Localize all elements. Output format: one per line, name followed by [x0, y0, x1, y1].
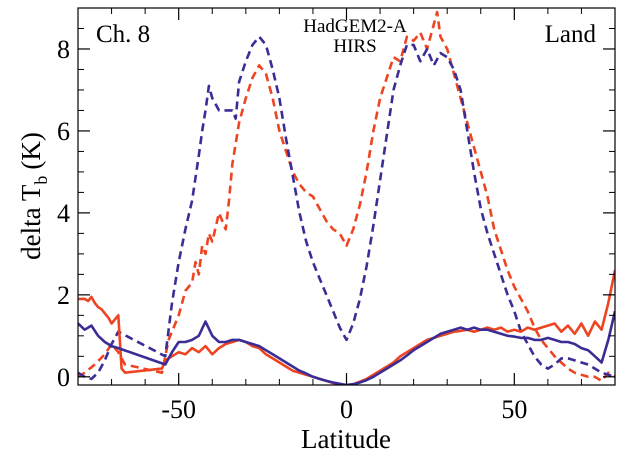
annotation-channel: Ch. 8	[96, 21, 150, 48]
legend-entry-hadgem2-a: HadGEM2-A	[303, 16, 407, 37]
tick-layer: -50 0 50 0 2 4 6 8	[57, 8, 616, 424]
y-axis-label-subscript: b	[31, 176, 51, 185]
y-axis-label-main: delta T	[16, 184, 46, 260]
y-tick-label: 2	[57, 281, 70, 310]
y-axis-label: delta Tb (K)	[16, 132, 51, 260]
legend-entry-hirs: HIRS	[333, 36, 376, 57]
hirs-dashed-line	[78, 35, 615, 381]
hadgem2-a-dashed-line	[78, 10, 615, 383]
x-tick-label: 50	[501, 395, 527, 424]
series-solid-line	[78, 270, 615, 385]
y-tick-label: 8	[57, 35, 70, 64]
x-tick-label: 0	[340, 395, 353, 424]
annotation-surface: Land	[545, 21, 597, 48]
y-tick-label: 6	[57, 117, 70, 146]
x-tick-label: -50	[161, 395, 196, 424]
series-solid-line	[78, 310, 615, 385]
x-axis-label: Latitude	[301, 424, 391, 454]
y-tick-label: 0	[57, 363, 70, 392]
series-layer	[78, 10, 615, 385]
y-axis-label-unit: (K)	[16, 132, 46, 169]
y-tick-label: 4	[57, 199, 70, 228]
